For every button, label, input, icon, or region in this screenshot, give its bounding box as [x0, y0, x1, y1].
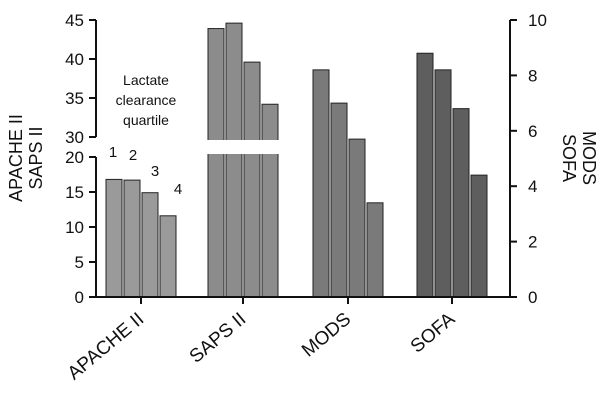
bar-mods-4: [366, 202, 384, 298]
x-label-mods: MODS: [298, 309, 355, 362]
left-axis-title-line-1: APACHE II: [6, 114, 26, 202]
bar-mods-2: [330, 102, 348, 298]
right-axis-title-line-2: SOFA: [559, 134, 579, 182]
right-tick-label-6: 6: [528, 122, 537, 141]
bar-saps-ii-4: [261, 103, 279, 298]
bar-mods-1: [312, 69, 330, 298]
axis-break-band: [200, 140, 300, 154]
bar-apache-ii-2: [123, 179, 141, 298]
series-label-4: 4: [174, 181, 182, 198]
left-tick-label-30: 30: [65, 128, 84, 147]
left-tick-label-10: 10: [65, 218, 84, 237]
right-tick-label-0: 0: [528, 288, 537, 307]
bar-saps-ii-3: [243, 61, 261, 298]
bar-mods-3: [348, 138, 366, 298]
bar-sofa-1: [416, 52, 434, 298]
left-tick-label-45: 45: [65, 11, 84, 30]
bar-saps-ii-2: [225, 22, 243, 298]
left-tick-label-40: 40: [65, 50, 84, 69]
bar-saps-ii-1: [207, 28, 225, 298]
series-label-3: 3: [151, 163, 159, 180]
legend-title-line-3: quartile: [123, 112, 169, 128]
right-axis-title-line-1: MODS: [579, 131, 599, 185]
bar-sofa-4: [470, 174, 488, 298]
left-tick-label-5: 5: [75, 253, 84, 272]
bar-apache-ii-1: [105, 178, 123, 298]
left-tick-label-15: 15: [65, 183, 84, 202]
series-label-1: 1: [109, 144, 117, 161]
x-label-saps-ii: SAPS II: [186, 309, 250, 368]
legend-title-line-1: Lactate: [123, 72, 169, 88]
bar-sofa-2: [434, 69, 452, 298]
bar-apache-ii-3: [141, 192, 159, 298]
legend-title-line-2: clearance: [116, 92, 177, 108]
left-tick-label-0: 0: [75, 288, 84, 307]
x-label-apache-ii: APACHE II: [64, 309, 148, 385]
bar-apache-ii-4: [159, 215, 177, 298]
right-tick-label-8: 8: [528, 66, 537, 85]
right-tick-label-4: 4: [528, 177, 537, 196]
right-tick-label-10: 10: [528, 11, 547, 30]
right-tick-label-2: 2: [528, 233, 537, 252]
left-tick-label-20: 20: [65, 148, 84, 167]
left-tick-label-35: 35: [65, 89, 84, 108]
left-axis-title-line-2: SAPS II: [26, 126, 46, 189]
bar-sofa-3: [452, 108, 470, 298]
x-label-sofa: SOFA: [407, 309, 460, 358]
series-label-2: 2: [129, 147, 137, 164]
